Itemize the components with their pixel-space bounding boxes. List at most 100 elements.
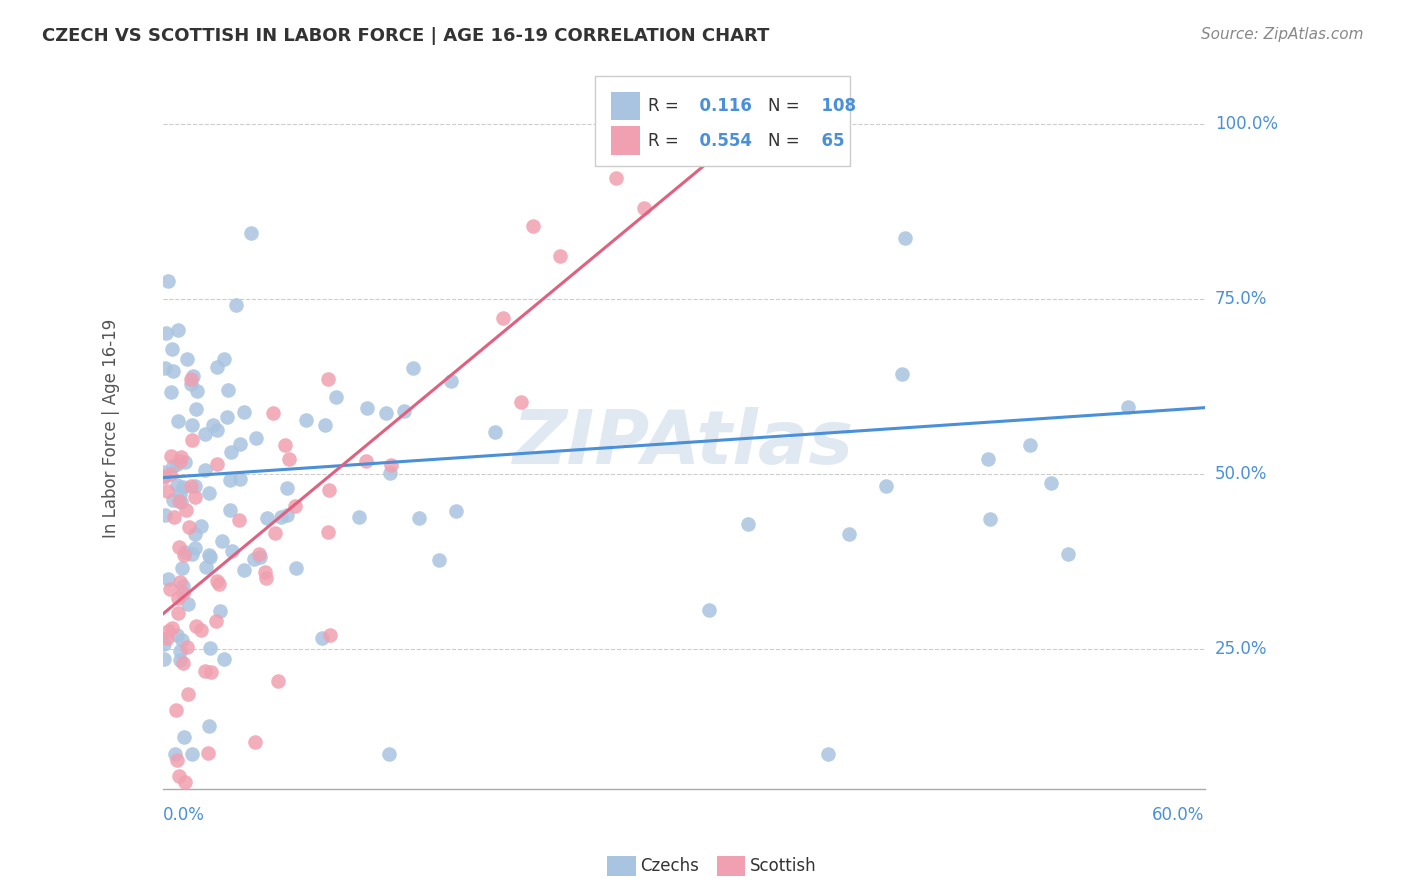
- Point: [314, 417, 336, 432]
- Point: [264, 526, 287, 541]
- Point: [184, 526, 207, 541]
- Point: [194, 463, 217, 477]
- Point: [174, 455, 197, 469]
- Point: [439, 374, 461, 388]
- Text: N =: N =: [768, 131, 800, 150]
- Point: [316, 525, 339, 540]
- Point: [212, 352, 235, 367]
- Point: [198, 719, 221, 733]
- Point: [156, 483, 179, 498]
- Point: [197, 485, 219, 500]
- Point: [249, 549, 271, 564]
- Point: [166, 478, 188, 492]
- Point: [243, 734, 266, 748]
- Point: [169, 540, 191, 554]
- Point: [276, 508, 298, 522]
- Text: 65: 65: [810, 131, 844, 150]
- Point: [172, 579, 194, 593]
- Point: [176, 687, 198, 701]
- Point: [166, 323, 188, 337]
- Point: [375, 406, 398, 420]
- Point: [402, 361, 425, 376]
- Point: [155, 326, 177, 341]
- Point: [153, 508, 176, 522]
- Point: [890, 368, 912, 382]
- Point: [228, 513, 250, 527]
- Point: [169, 574, 191, 589]
- Point: [427, 552, 450, 566]
- Point: [354, 453, 377, 467]
- Point: [170, 632, 193, 647]
- Point: [180, 433, 202, 447]
- Point: [277, 452, 299, 467]
- Point: [186, 384, 208, 398]
- Point: [181, 417, 204, 432]
- Point: [380, 466, 402, 480]
- Point: [152, 637, 174, 651]
- Text: Scottish: Scottish: [749, 857, 815, 875]
- Point: [254, 571, 277, 585]
- FancyBboxPatch shape: [610, 126, 640, 155]
- Point: [509, 395, 531, 409]
- Point: [167, 591, 190, 605]
- Point: [247, 547, 270, 561]
- Point: [166, 628, 188, 642]
- Point: [205, 423, 228, 437]
- Point: [1040, 476, 1063, 491]
- Point: [894, 230, 917, 244]
- Point: [243, 552, 266, 566]
- Point: [194, 426, 217, 441]
- Point: [159, 582, 181, 596]
- Point: [219, 503, 242, 517]
- Point: [169, 495, 191, 509]
- Text: Source: ZipAtlas.com: Source: ZipAtlas.com: [1201, 27, 1364, 42]
- Point: [253, 566, 276, 580]
- Point: [198, 548, 221, 562]
- Text: 100.0%: 100.0%: [1215, 115, 1278, 134]
- Point: [166, 458, 188, 472]
- Point: [177, 520, 200, 534]
- Point: [294, 413, 316, 427]
- Point: [219, 445, 242, 459]
- Point: [228, 437, 250, 451]
- Point: [156, 274, 179, 288]
- Point: [166, 414, 188, 428]
- Point: [152, 469, 174, 483]
- Point: [184, 490, 207, 504]
- Point: [262, 406, 284, 420]
- Point: [232, 563, 254, 577]
- Point: [180, 372, 202, 386]
- Point: [318, 371, 340, 385]
- Point: [751, 96, 773, 111]
- Point: [173, 730, 195, 744]
- Point: [152, 465, 174, 479]
- Point: [165, 703, 187, 717]
- Point: [1019, 438, 1042, 452]
- Point: [205, 457, 228, 471]
- Point: [270, 509, 292, 524]
- Text: N =: N =: [768, 97, 800, 115]
- Point: [160, 622, 183, 636]
- Point: [163, 747, 186, 761]
- Point: [183, 479, 205, 493]
- Point: [162, 492, 184, 507]
- Point: [979, 512, 1001, 526]
- Point: [205, 614, 228, 628]
- Text: 75.0%: 75.0%: [1215, 290, 1267, 309]
- Point: [205, 574, 228, 588]
- Point: [159, 467, 181, 481]
- Point: [152, 652, 174, 666]
- Point: [162, 459, 184, 474]
- Text: 0.0%: 0.0%: [163, 806, 205, 824]
- Text: 60.0%: 60.0%: [1153, 806, 1205, 824]
- Point: [169, 493, 191, 508]
- Point: [522, 219, 544, 233]
- Point: [233, 404, 256, 418]
- Point: [166, 606, 188, 620]
- Point: [197, 747, 219, 761]
- Point: [186, 401, 208, 416]
- Point: [676, 96, 699, 111]
- Point: [633, 201, 655, 215]
- Point: [190, 623, 212, 637]
- Point: [229, 472, 252, 486]
